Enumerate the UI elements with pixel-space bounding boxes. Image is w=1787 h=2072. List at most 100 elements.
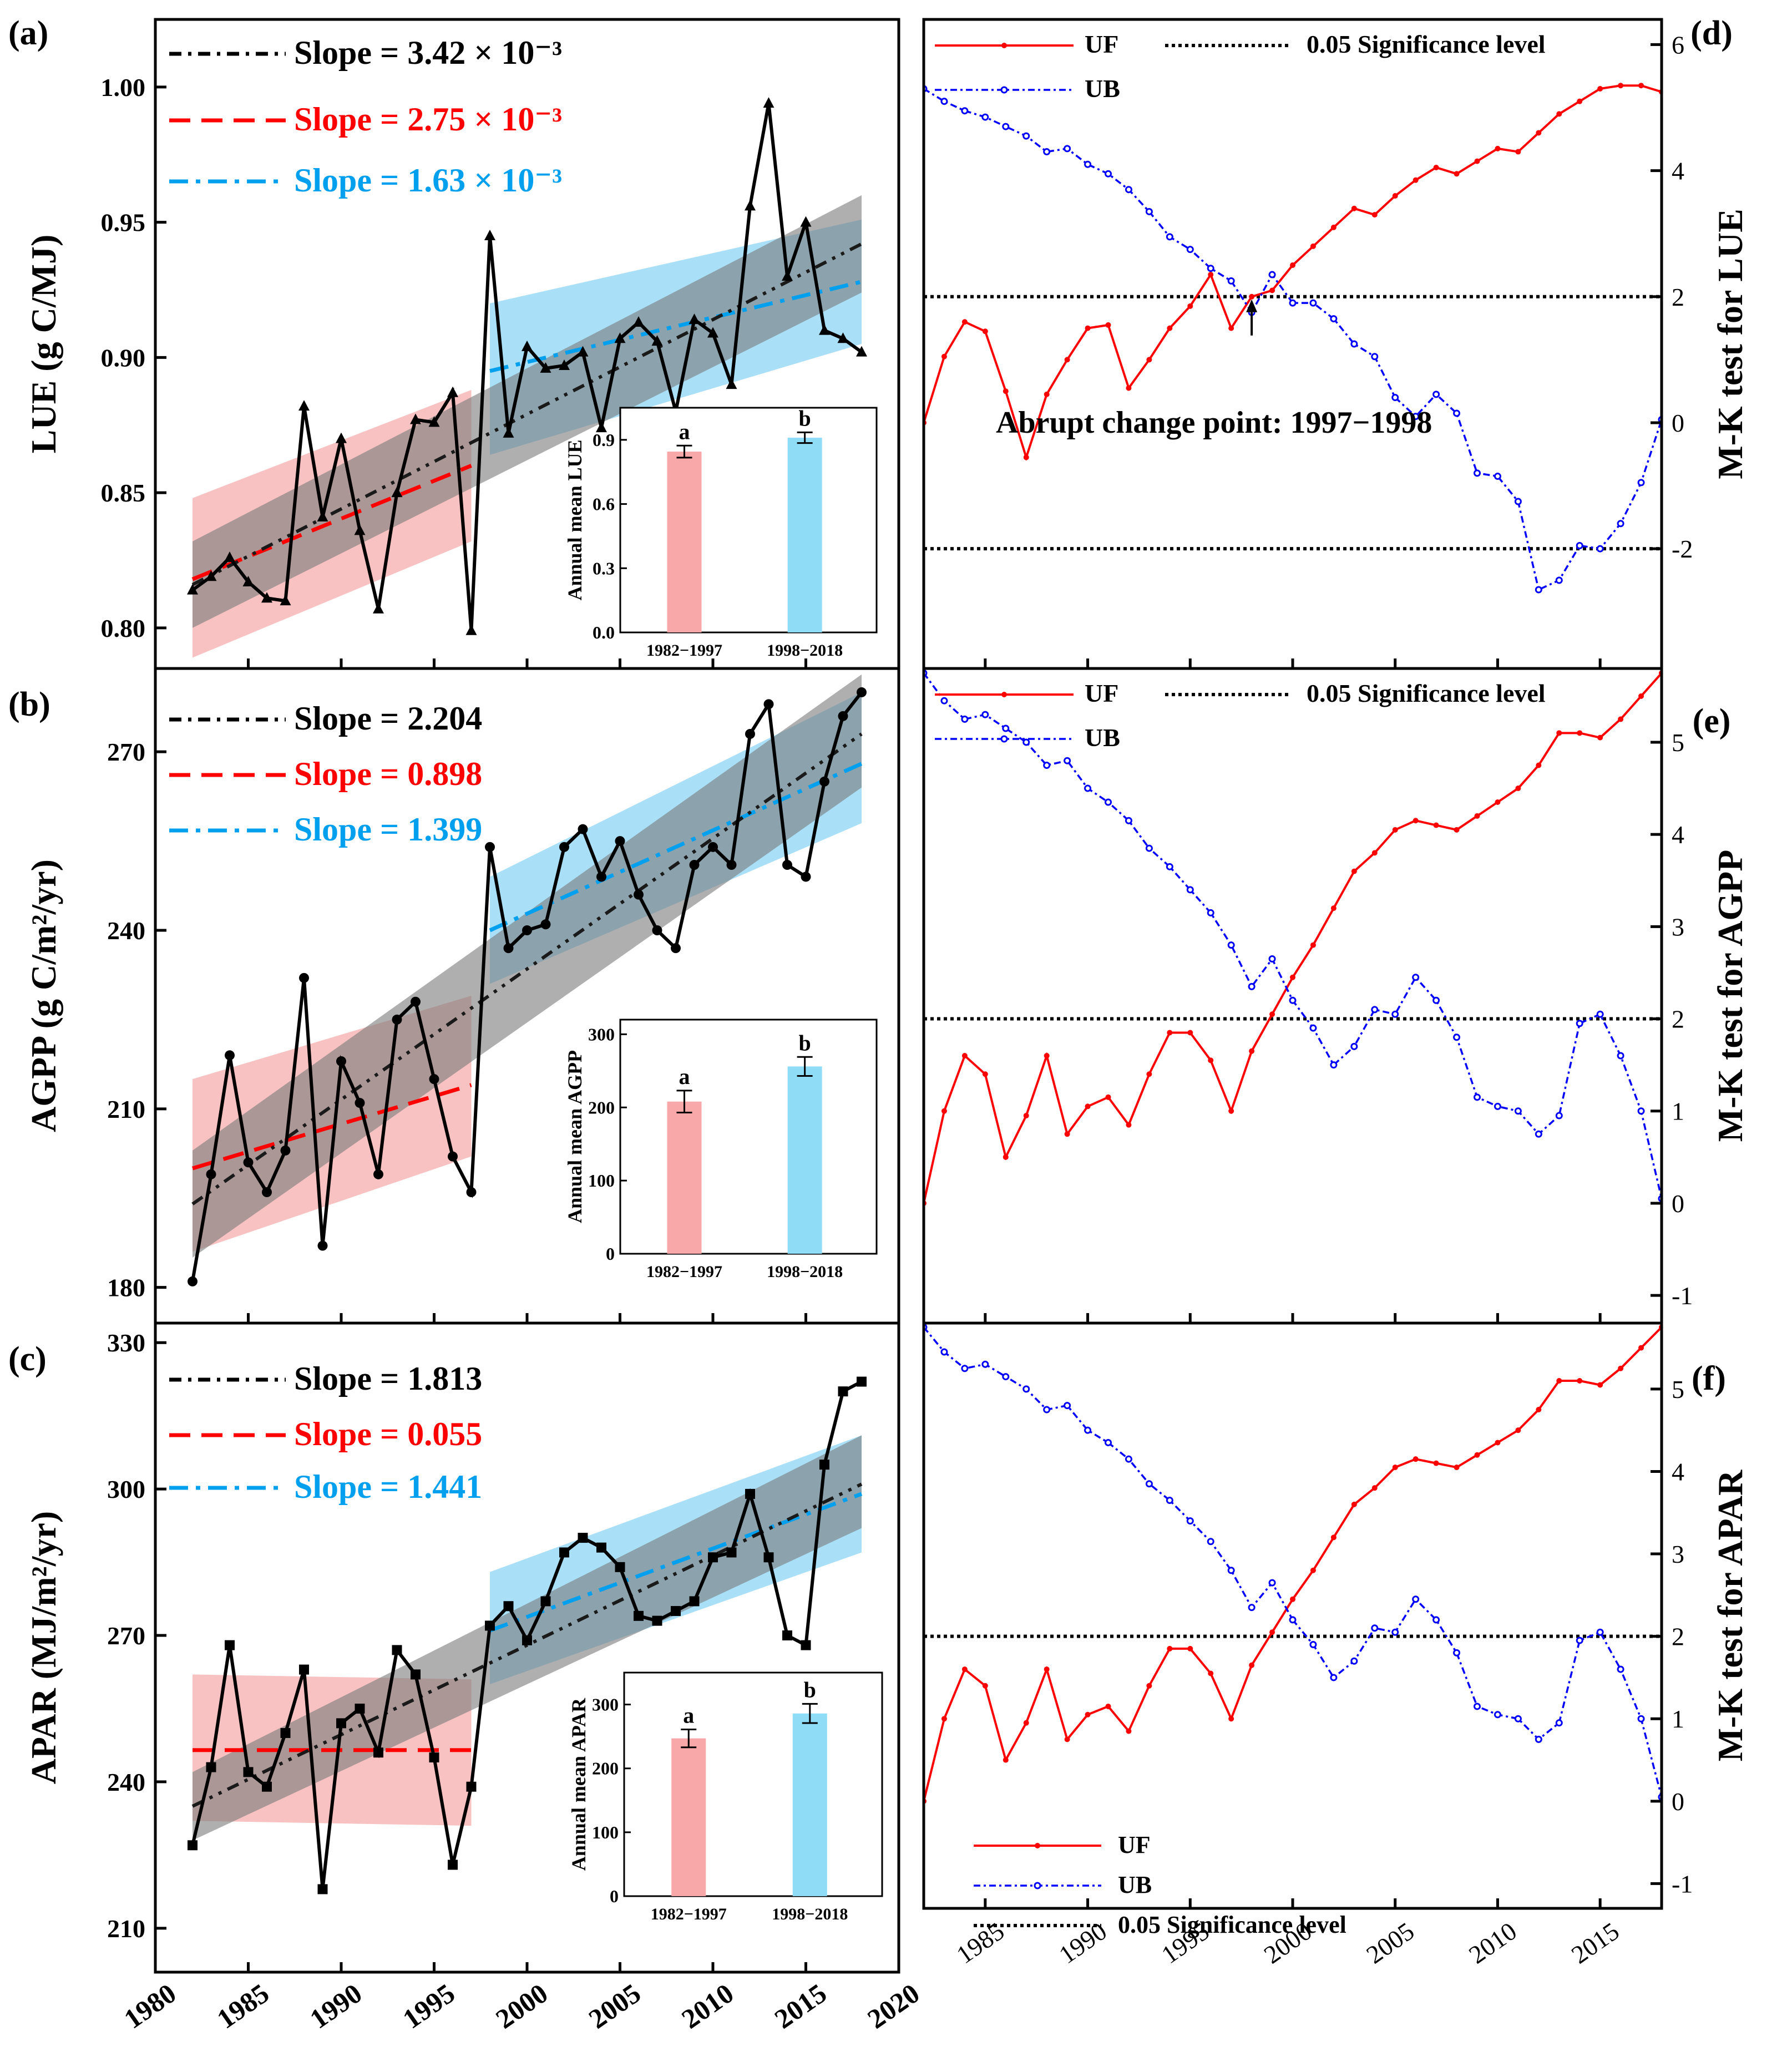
uf-point <box>1208 1057 1214 1063</box>
ub-point <box>1453 409 1461 417</box>
data-point <box>280 1145 291 1156</box>
ub-point <box>1186 1517 1194 1525</box>
ub-point <box>1064 757 1071 764</box>
y-tick-label: 2 <box>1672 283 1684 311</box>
data-point <box>540 919 551 930</box>
ub-point <box>1022 1385 1030 1393</box>
uf-point <box>1556 111 1562 117</box>
uf-point <box>1146 1071 1152 1077</box>
ub-point <box>1043 1406 1051 1414</box>
uf-point <box>1269 1011 1275 1017</box>
y-tick-label: 6 <box>1672 31 1684 59</box>
ub-point <box>1125 1455 1132 1463</box>
uf-point <box>1208 272 1214 278</box>
uf-point <box>1351 1501 1357 1507</box>
ub-point <box>1576 1020 1583 1027</box>
legend-marker-uf <box>1035 1843 1040 1848</box>
trend-line-1982-1997 <box>191 1083 472 1171</box>
uf-point <box>1003 1757 1009 1763</box>
uf-point <box>1064 1131 1070 1137</box>
ub-point <box>1535 1130 1542 1138</box>
uf-point <box>1228 1716 1234 1722</box>
ub-point <box>1145 844 1153 852</box>
y-tick-label: 210 <box>107 1914 145 1943</box>
inset-y-tick-label: 0.9 <box>593 430 615 450</box>
uf-point <box>1023 1720 1029 1726</box>
inset-y-tick-label: 0 <box>606 1244 615 1264</box>
uf-point <box>1269 1629 1275 1635</box>
legend-label: 0.05 Significance level <box>1307 679 1546 707</box>
uf-point <box>1433 1460 1439 1466</box>
y-axis-label: M-K test for APAR <box>1710 1470 1750 1761</box>
ub-point <box>1371 353 1379 361</box>
ub-point <box>1268 271 1276 278</box>
ub-point <box>1555 576 1563 584</box>
y-tick-label: 270 <box>107 738 145 766</box>
data-point <box>763 699 774 710</box>
y-tick-label: -1 <box>1672 1870 1693 1898</box>
y-tick-label: 0.85 <box>101 479 146 507</box>
y-tick-label: 0 <box>1672 1189 1684 1218</box>
inset-y-axis-label: Annual mean AGPP <box>564 1050 586 1223</box>
data-point <box>726 378 737 389</box>
data-point <box>317 511 328 521</box>
uf-point <box>1023 1113 1029 1119</box>
data-point <box>187 584 198 595</box>
ub-point <box>1596 1010 1604 1018</box>
legend-label: UF <box>1085 30 1118 58</box>
ub-point <box>1474 1093 1481 1101</box>
ub-point <box>1309 1024 1317 1032</box>
data-point <box>522 1635 532 1645</box>
data-point <box>522 340 533 351</box>
ub-point <box>1555 1719 1563 1727</box>
data-point <box>428 416 440 427</box>
y-tick-label: 0.95 <box>101 209 146 237</box>
ub-point <box>1535 1735 1542 1743</box>
data-point <box>689 313 700 325</box>
legend-label: Slope = 1.399 <box>294 811 482 848</box>
ub-point <box>1289 299 1297 307</box>
uf-point <box>1167 325 1173 331</box>
y-tick-label: 270 <box>107 1622 145 1650</box>
y-tick-label: 180 <box>107 1274 145 1302</box>
ub-point <box>1453 1649 1461 1656</box>
uf-point <box>1126 1122 1132 1128</box>
uf-point <box>1187 1030 1193 1036</box>
ub-point <box>981 711 989 718</box>
uf-point <box>1290 1596 1295 1602</box>
trend-line-all <box>191 732 863 1205</box>
inset-bar <box>667 1101 702 1254</box>
legend-label: UF <box>1085 679 1118 707</box>
uf-point <box>1454 171 1460 177</box>
uf-point <box>1597 85 1603 92</box>
data-point <box>373 1747 383 1758</box>
y-tick-label: 3 <box>1672 1540 1684 1568</box>
ub-point <box>961 715 969 723</box>
inset-y-tick-label: 0 <box>610 1886 619 1906</box>
inset-bar <box>671 1738 706 1896</box>
ub-point <box>1391 1010 1399 1018</box>
data-point <box>262 1187 272 1197</box>
trend-line-1998-2018 <box>489 1492 863 1633</box>
data-point <box>857 687 867 697</box>
y-axis-label: M-K test for AGPP <box>1710 850 1750 1142</box>
ub-point <box>1330 1061 1338 1069</box>
uf-point <box>1126 385 1132 391</box>
ub-point <box>1474 469 1481 477</box>
y-tick-label: 210 <box>107 1095 145 1123</box>
uf-point <box>1085 1103 1091 1110</box>
uf-point <box>1187 303 1193 309</box>
data-point <box>242 576 254 586</box>
ub-point <box>1412 413 1420 421</box>
data-point <box>819 1460 829 1470</box>
data-point <box>634 1610 644 1621</box>
y-axis-label: APAR (MJ/m²/yr) <box>24 1511 63 1785</box>
data-point <box>671 1606 681 1617</box>
inset-y-axis-label: Annual mean LUE <box>564 439 586 600</box>
data-point <box>243 1157 254 1168</box>
ub-point <box>1207 909 1214 916</box>
